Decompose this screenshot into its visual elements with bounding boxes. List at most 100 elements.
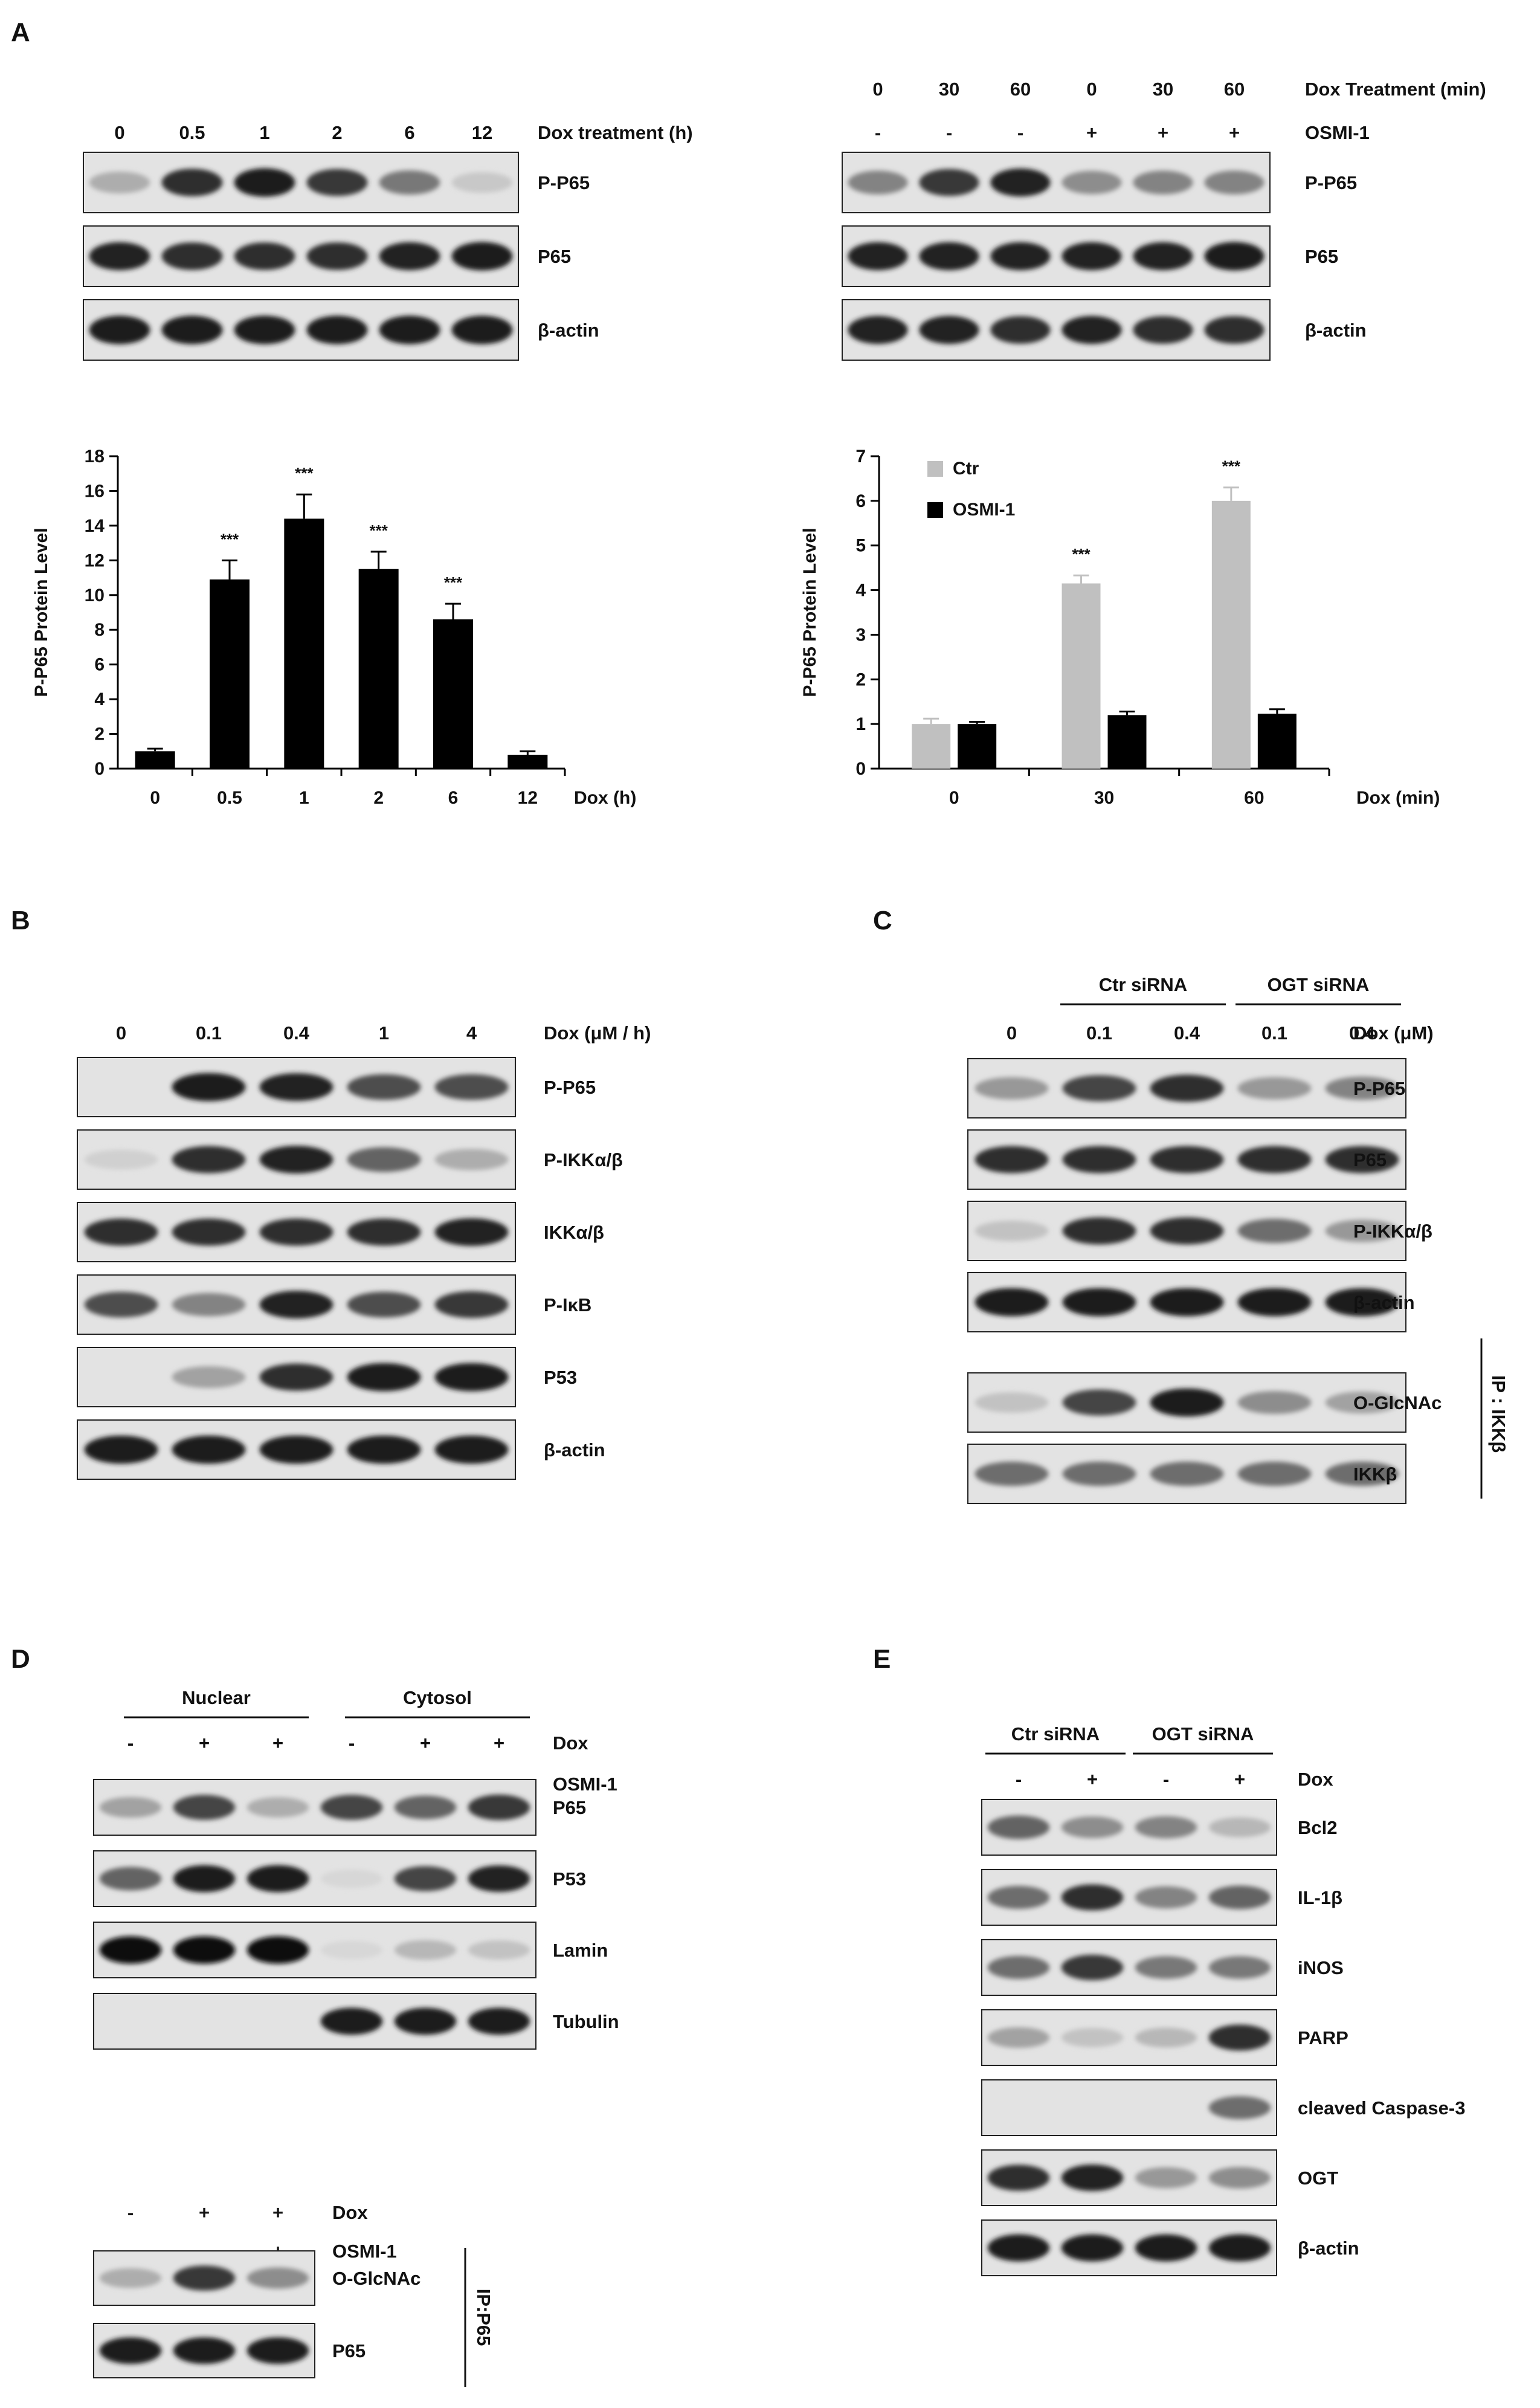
- lane-value: 60: [1010, 79, 1031, 100]
- band: [987, 1955, 1050, 1980]
- lane-value: 4: [466, 1022, 477, 1044]
- band: [246, 1865, 309, 1893]
- band: [1208, 2024, 1271, 2051]
- band: [990, 316, 1051, 344]
- lane-value: -: [127, 2202, 134, 2223]
- bar: [1107, 715, 1147, 769]
- blot-strip-p-p65: [967, 1058, 1406, 1118]
- ip-label: IP:P65: [473, 2289, 494, 2346]
- significance-mark: ***: [1072, 545, 1091, 563]
- band: [347, 1435, 421, 1464]
- blot-strip-p-p65: [83, 152, 519, 213]
- blot-box: [93, 1993, 536, 2050]
- band: [259, 1218, 333, 1246]
- y-tick-label: 6: [855, 491, 866, 511]
- lane-value: 12: [472, 122, 492, 143]
- legend-swatch: [927, 461, 943, 477]
- band: [1135, 1956, 1197, 1979]
- band: [1237, 1391, 1312, 1414]
- band-label-ikk: IKKα/β: [544, 1222, 604, 1243]
- band-label-o-glcnac: O-GlcNAc: [1353, 1392, 1442, 1413]
- lane-value: 0: [114, 122, 124, 143]
- band: [1208, 2167, 1271, 2189]
- y-tick-label: 3: [855, 625, 866, 645]
- band: [1237, 1146, 1312, 1173]
- y-tick-label: 4: [855, 581, 866, 601]
- blot-strip-ogt: [981, 2149, 1277, 2206]
- lane-value: 30: [1153, 79, 1173, 100]
- y-tick-label: 0: [855, 759, 866, 779]
- bar: [433, 619, 473, 769]
- band-label-p-ikk: P-IKKα/β: [1353, 1221, 1432, 1242]
- band: [919, 242, 979, 271]
- blot-strip-p53: [93, 1850, 536, 1907]
- panel-b: B Dox (μM / h) 0 0.1 0.4 1 4 P-P65 P-IKKα/β IKKα/…: [11, 906, 651, 1480]
- blot-box: [83, 152, 519, 213]
- blot-box: [842, 225, 1271, 287]
- blot-strip-p65: [83, 225, 519, 287]
- y-tick-label: 10: [85, 586, 105, 605]
- panel-e: E Ctr siRNA OGT siRNA Dox - + - + Bcl2 IL-1β iNOS P…: [873, 1644, 1465, 2276]
- lane-value: 30: [939, 79, 959, 100]
- band-label-actin: β-actin: [1305, 320, 1367, 341]
- lane-header-label-osmi-1: OSMI-1: [1305, 122, 1370, 143]
- band: [919, 315, 979, 344]
- band: [99, 1936, 162, 1964]
- band-label-p-p65: P-P65: [538, 172, 590, 193]
- blot-strip-il-1: [981, 1869, 1277, 1926]
- band: [347, 1363, 421, 1392]
- lane-value: 1: [379, 1022, 389, 1044]
- band: [347, 1218, 421, 1246]
- y-tick-label: 8: [94, 620, 105, 640]
- blot-strip-o-glcnac: [967, 1372, 1406, 1433]
- band: [987, 1815, 1050, 1839]
- ip-label: IP : IKKβ: [1488, 1375, 1509, 1453]
- blot-box: [93, 1922, 536, 1978]
- band: [919, 169, 979, 196]
- band: [434, 1218, 509, 1246]
- band-label-bcl2: Bcl2: [1298, 1817, 1337, 1838]
- band-label-p-i-b: P-IκB: [544, 1294, 591, 1315]
- band: [1061, 2234, 1124, 2262]
- y-axis-title: P-P65 Protein Level: [31, 528, 51, 697]
- panel-label-a: A: [11, 18, 30, 47]
- band: [1325, 1219, 1399, 1242]
- lane-value: +: [420, 1732, 431, 1754]
- band: [1208, 2096, 1271, 2120]
- band: [1061, 1816, 1124, 1838]
- lane-value: -: [1017, 122, 1023, 143]
- lane-value: 0.1: [1261, 1022, 1287, 1044]
- x-tick-label: 0.5: [217, 788, 242, 808]
- band: [434, 1149, 509, 1170]
- band: [451, 315, 513, 344]
- band: [379, 315, 440, 344]
- y-tick-label: 16: [85, 481, 105, 501]
- lane-header-label-dox-treatment-h: Dox treatment (h): [538, 122, 693, 143]
- band: [1062, 1389, 1136, 1416]
- band: [975, 1077, 1049, 1100]
- band: [246, 2267, 309, 2289]
- band: [172, 1435, 246, 1464]
- band-label-il-1: IL-1β: [1298, 1887, 1342, 1908]
- band-label-actin: β-actin: [544, 1439, 605, 1461]
- lane-value: -: [127, 1732, 134, 1754]
- lane-value: 0: [872, 79, 883, 100]
- band: [347, 1147, 421, 1172]
- band: [848, 242, 908, 271]
- lane-value: -: [1163, 1769, 1169, 1790]
- band: [259, 1291, 333, 1319]
- band-label-parp: PARP: [1298, 2027, 1348, 2048]
- band: [1133, 316, 1193, 344]
- band: [1062, 1217, 1136, 1245]
- band: [434, 1363, 509, 1392]
- band: [434, 1291, 509, 1319]
- band-label-p-ikk: P-IKKα/β: [544, 1149, 623, 1170]
- band: [1133, 170, 1193, 195]
- band: [1061, 2028, 1124, 2047]
- band: [1062, 242, 1122, 271]
- blot-box: [83, 225, 519, 287]
- band: [173, 1795, 236, 1820]
- lane-value: +: [1086, 122, 1097, 143]
- band: [259, 1073, 333, 1101]
- blot-strip-tubulin: [93, 1993, 536, 2050]
